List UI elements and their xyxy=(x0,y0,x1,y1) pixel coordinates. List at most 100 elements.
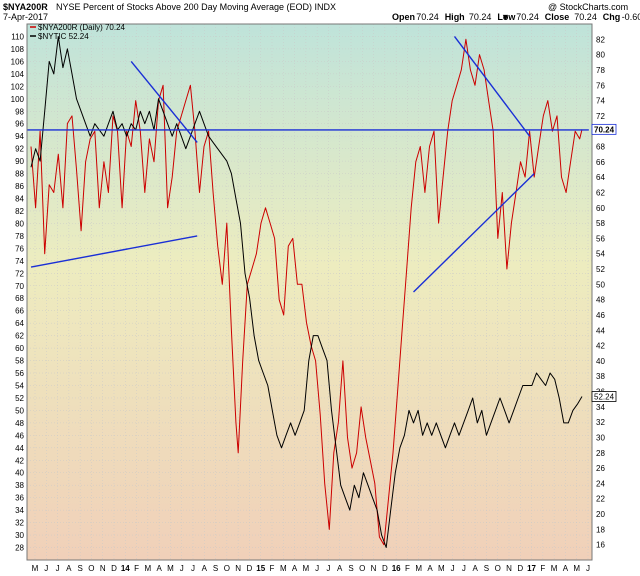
legend: $NYA200R (Daily) 70.24$NYTIC 52.24 xyxy=(30,23,126,41)
ohlc-label: Chg xyxy=(603,12,621,22)
legend-label: $NYTIC 52.24 xyxy=(38,32,89,41)
last-value-tag-left xyxy=(591,391,617,402)
trend-lines xyxy=(27,36,589,293)
left-tick-label: 104 xyxy=(11,70,25,79)
series-line xyxy=(30,38,583,546)
right-tick-label: 42 xyxy=(596,342,605,351)
right-tick-label: 54 xyxy=(596,250,605,259)
ohlc-readout: Open 70.24 High 70.24 Low 70.24 Close 70.24 Chg -… xyxy=(392,12,640,22)
left-tick-label: 48 xyxy=(15,419,24,428)
x-tick-label: M xyxy=(551,564,558,573)
x-tick-label: F xyxy=(134,564,139,573)
series-lines xyxy=(30,36,583,548)
right-tick-label: 60 xyxy=(596,204,605,213)
x-tick-label: O xyxy=(495,564,501,573)
date-label: 7-Apr-2017 xyxy=(3,12,48,22)
ohlc-value: 70.24 xyxy=(574,12,597,22)
x-tick-label: M xyxy=(415,564,422,573)
ohlc-value: 70.24 xyxy=(469,12,492,22)
left-tick-label: 70 xyxy=(15,282,24,291)
right-tick-label: 74 xyxy=(596,97,605,106)
x-tick-label: M xyxy=(145,564,152,573)
down-arrow-icon: ▼ xyxy=(501,12,510,22)
right-tick-label: 80 xyxy=(596,51,605,60)
right-tick-label: 76 xyxy=(596,81,605,90)
x-tick-label: A xyxy=(337,564,343,573)
x-tick-label: M xyxy=(303,564,310,573)
x-tick-label: N xyxy=(235,564,241,573)
left-tick-label: 62 xyxy=(15,332,24,341)
grid xyxy=(27,24,592,560)
left-tick-label: 30 xyxy=(15,531,24,540)
right-tick-label: 48 xyxy=(596,296,605,305)
plot-background xyxy=(27,24,592,560)
right-tick-label: 30 xyxy=(596,433,605,442)
x-tick-label: S xyxy=(213,564,218,573)
x-tick-label: F xyxy=(270,564,275,573)
x-tick-label: N xyxy=(100,564,106,573)
right-tick-label: 32 xyxy=(596,418,605,427)
x-tick-label: J xyxy=(451,564,455,573)
right-tick-label: 82 xyxy=(596,35,605,44)
x-tick-label: S xyxy=(484,564,489,573)
right-tick-label: 64 xyxy=(596,173,605,182)
left-tick-label: 54 xyxy=(15,381,24,390)
left-tick-label: 82 xyxy=(15,207,24,216)
left-tick-label: 110 xyxy=(11,32,24,41)
ohlc-label: High xyxy=(445,12,465,22)
x-tick-label: D xyxy=(382,564,388,573)
right-tick-label: 44 xyxy=(596,326,605,335)
trend-line xyxy=(413,173,535,293)
left-tick-label: 102 xyxy=(11,82,25,91)
x-tick-label: J xyxy=(326,564,330,573)
right-tick-label: 72 xyxy=(596,112,605,121)
last-value-text-right: 70.24 xyxy=(594,125,615,134)
right-tick-label: 38 xyxy=(596,372,605,381)
x-tick-label: J xyxy=(586,564,590,573)
x-tick-label: N xyxy=(371,564,377,573)
right-tick-label: 52 xyxy=(596,265,605,274)
ohlc-label: Open xyxy=(392,12,415,22)
left-tick-label: 46 xyxy=(15,431,24,440)
right-tick-label: 56 xyxy=(596,234,605,243)
x-tick-label: A xyxy=(427,564,433,573)
left-tick-label: 100 xyxy=(11,95,25,104)
x-tick-label: O xyxy=(224,564,230,573)
x-axis: M J J A S O N D 14 F M A M J J A S O N D 15 F M A M J J A S O N D 16 F M A M… xyxy=(32,564,590,573)
x-tick-label: N xyxy=(506,564,512,573)
left-tick-label: 66 xyxy=(15,307,24,316)
right-tick-label: 26 xyxy=(596,464,605,473)
x-tick-label: D xyxy=(517,564,523,573)
left-tick-label: 56 xyxy=(15,369,24,378)
description-label: NYSE Percent of Stocks Above 200 Day Mov… xyxy=(56,2,336,12)
x-tick-label: D xyxy=(111,564,117,573)
x-tick-label: A xyxy=(156,564,162,573)
x-tick-label: A xyxy=(563,564,569,573)
left-tick-label: 94 xyxy=(15,132,24,141)
ohlc-value: -0.60 (-0.84%) xyxy=(622,12,640,22)
left-tick-label: 86 xyxy=(15,182,24,191)
x-tick-label: A xyxy=(472,564,478,573)
x-tick-label: J xyxy=(315,564,319,573)
left-tick-label: 60 xyxy=(15,344,24,353)
x-tick-label: J xyxy=(191,564,195,573)
x-tick-label: J xyxy=(462,564,466,573)
last-value-text-left: 52.24 xyxy=(594,392,615,401)
right-tick-label: 40 xyxy=(596,357,605,366)
x-tick-label: M xyxy=(280,564,287,573)
left-tick-label: 90 xyxy=(15,157,24,166)
left-tick-label: 28 xyxy=(15,544,24,553)
x-tick-label: A xyxy=(202,564,208,573)
x-tick-label: J xyxy=(180,564,184,573)
x-tick-label: M xyxy=(438,564,445,573)
right-tick-label: 22 xyxy=(596,495,605,504)
left-tick-label: 72 xyxy=(15,269,24,278)
left-tick-label: 108 xyxy=(11,45,25,54)
right-axis: 1618202224262830323436384042444648505254… xyxy=(596,35,605,549)
x-tick-label: M xyxy=(32,564,39,573)
left-tick-label: 32 xyxy=(15,519,24,528)
x-tick-label: M xyxy=(167,564,174,573)
symbol-label: $NYA200R xyxy=(3,2,48,12)
